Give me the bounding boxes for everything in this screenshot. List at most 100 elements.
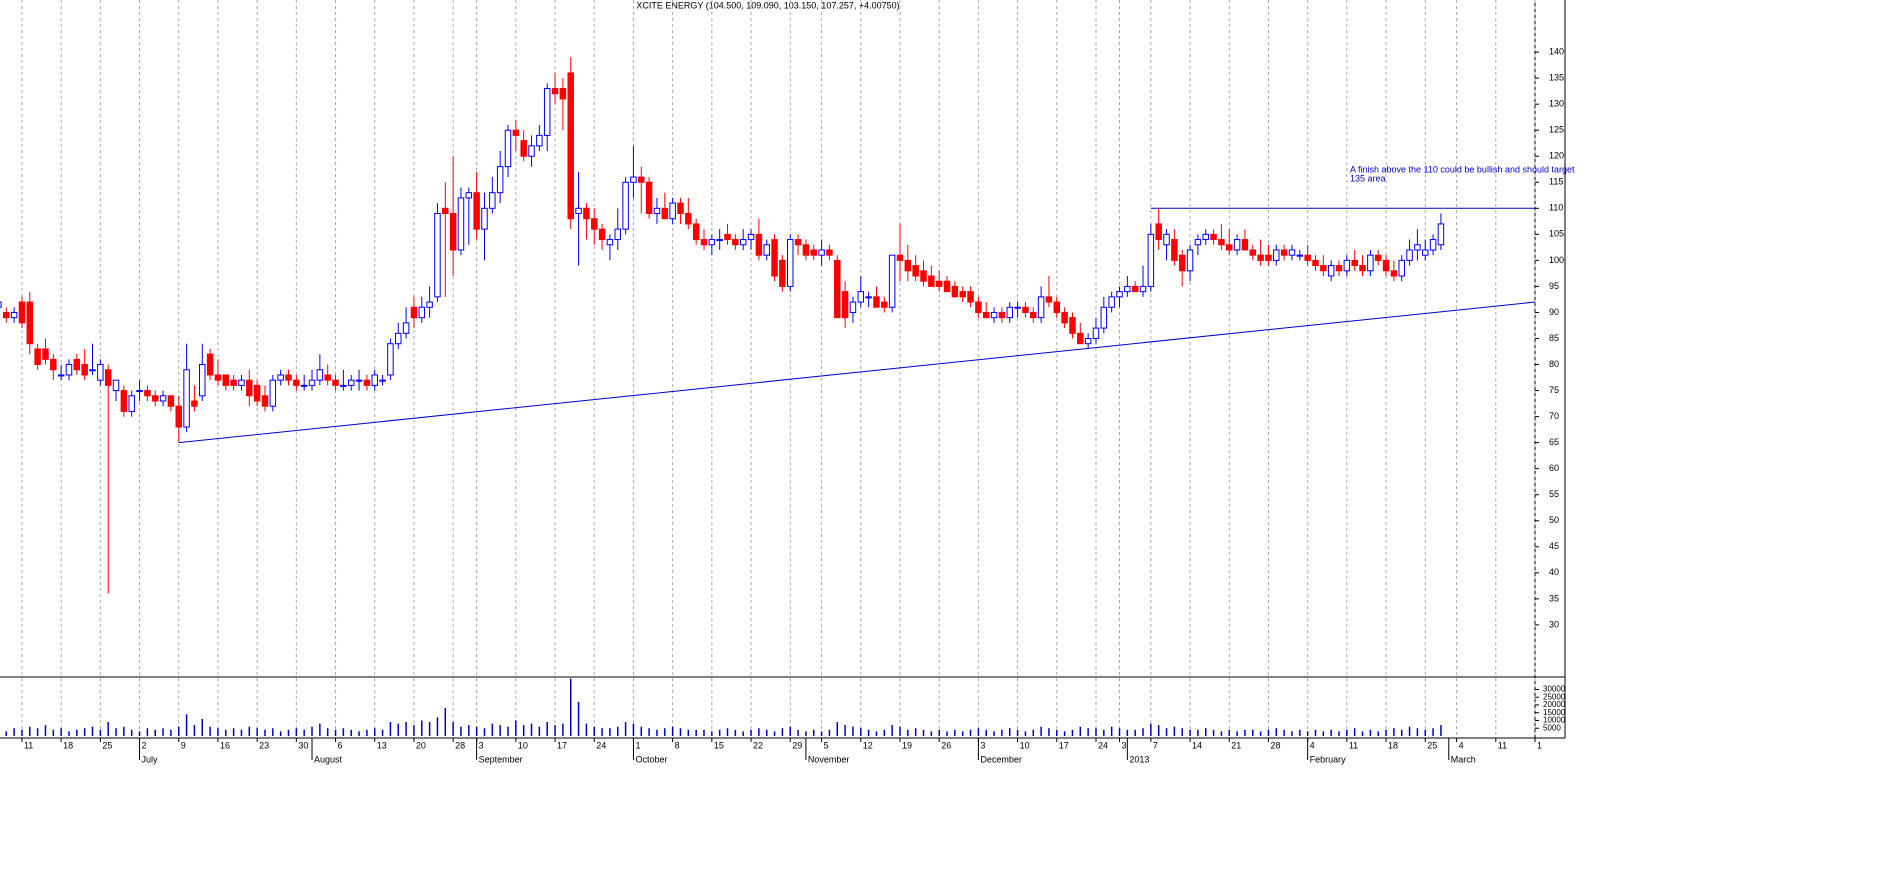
candle-body [269,379,277,407]
candle-body [191,400,198,407]
trend-line [178,301,1536,444]
y-tick-label: 30 [1549,619,1559,629]
x-tick-label: 21 [1231,740,1241,750]
candle-body [1335,265,1343,272]
x-tick-label: 10 [1020,740,1030,750]
candle-body [551,88,559,95]
candle-body [653,207,661,215]
candle-body [755,233,763,256]
y-tick-label: 135 [1549,72,1564,82]
candle-body [159,395,167,402]
candle-body [708,239,716,246]
y-tick-label: 120 [1549,151,1564,161]
x-tick-label: 14 [1192,740,1202,750]
candle-body [739,239,747,246]
candle-body [1343,259,1351,272]
candle-body [89,369,96,372]
y-tick-label: 90 [1549,307,1559,317]
candle-body [1312,259,1319,267]
candle-body [481,207,488,230]
candle-body [300,384,308,387]
candle-body [1030,311,1037,319]
y-tick-label: 105 [1549,229,1564,239]
x-tick-label: 13 [377,740,387,750]
candle-body [841,291,849,319]
candle-body [10,311,18,319]
candle-body [1061,311,1068,324]
candle-body [951,285,959,298]
candle-body [489,192,496,209]
candle-body [410,306,418,319]
y-tick-label: 95 [1549,281,1559,291]
candle-body [567,72,574,220]
candle-body [904,259,912,272]
candle-body [183,369,190,428]
candle-body [536,134,543,147]
candle-body [1022,306,1029,313]
annotation: A finish above the 110 could be bullish … [1350,164,1575,174]
x-tick-label: 20 [416,740,426,750]
x-tick-label: 3 [1121,740,1126,750]
candle-body [1320,265,1327,272]
x-tick-label: 7 [1153,740,1158,750]
candle-body [583,207,590,220]
candle-body [716,239,723,242]
candle-body [324,374,331,381]
candle-body [1280,249,1288,256]
candle-body [426,301,433,308]
x-tick-label: 17 [1059,740,1069,750]
candle-body [1116,291,1123,298]
candle-body [1265,254,1272,261]
candle-body [238,379,245,386]
candle-body [1390,270,1398,277]
candle-body [935,280,943,287]
candle-body [1202,233,1209,241]
month-label: December [980,754,1022,764]
month-label: October [635,754,667,764]
candle-body [543,88,551,136]
candle-body [112,379,120,392]
annotation: 135 area [1350,173,1386,183]
x-tick-label: 11 [1498,740,1507,750]
x-tick-label: 24 [596,740,606,750]
candle-body [261,395,269,407]
y-tick-label: 130 [1549,99,1564,109]
candle-body [1194,239,1202,246]
candle-body [1249,249,1257,256]
candle-body [967,291,974,303]
volume-y-tick-label: 5000 [1543,723,1561,732]
candle-body [473,192,480,230]
candle-body [1233,239,1241,251]
candle-body [1171,239,1178,261]
candle-body [888,254,896,308]
candle-body [700,239,708,246]
candle-body [387,343,394,376]
x-tick-label: 24 [1098,740,1108,750]
candle-body [434,213,441,298]
candle-body [865,296,872,299]
candle-body [402,322,410,334]
candle-body [1422,249,1429,256]
y-tick-label: 100 [1549,255,1564,265]
y-tick-label: 110 [1549,203,1563,213]
candle-body [975,301,982,313]
candle-body [1124,285,1131,293]
candle-body [794,239,802,246]
candle-body [669,202,676,220]
candle-body [1178,254,1186,272]
candle-body [104,369,112,386]
candle-body [151,395,159,402]
month-label: February [1310,754,1347,764]
candle-body [998,311,1006,319]
candle-body [1327,265,1335,277]
candle-body [771,239,778,277]
candle-body [442,207,449,215]
y-tick-label: 60 [1549,463,1559,473]
x-tick-label: 10 [518,740,528,750]
x-tick-label: 28 [455,740,465,750]
candle-body [175,405,182,428]
candle-body [1374,254,1382,261]
candle-body [199,364,206,397]
